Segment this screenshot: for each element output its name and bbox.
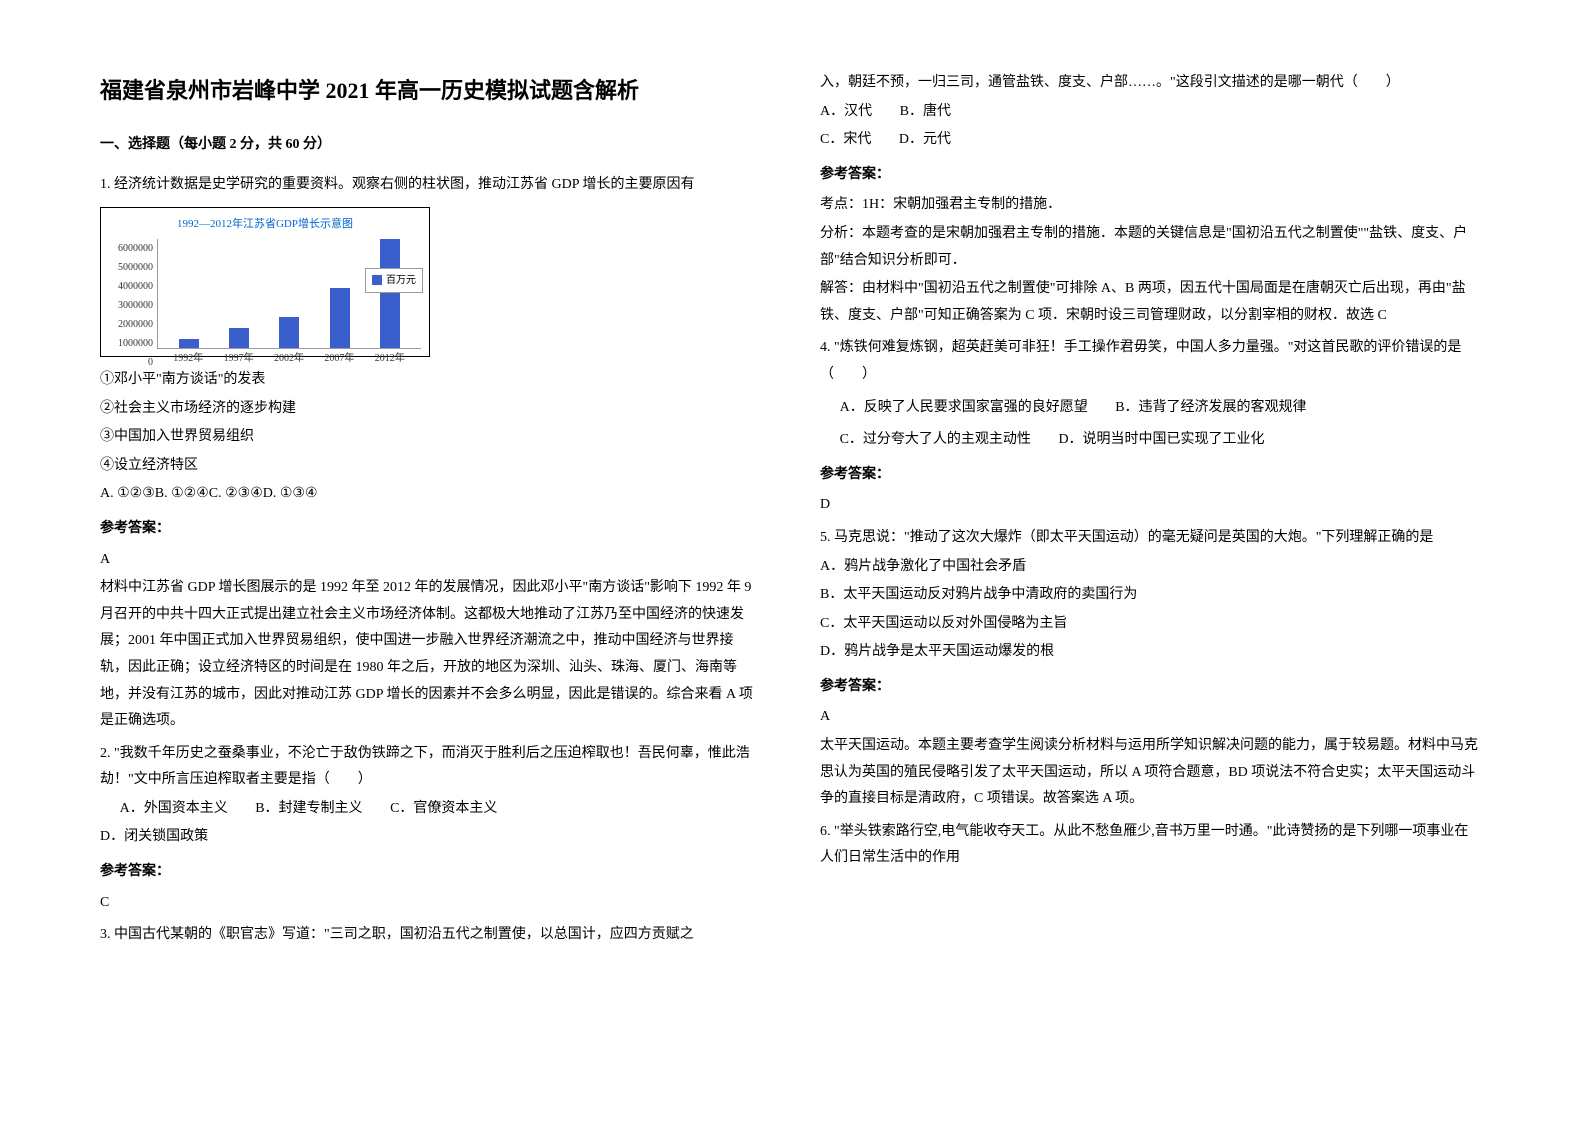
q3-d: D．元代 xyxy=(899,127,951,154)
ytick: 0 xyxy=(109,353,153,372)
question-3-part2: 入，朝廷不预，一归三司，通管盐铁、度支、户部……。"这段引文描述的是哪一朝代（ … xyxy=(820,70,1480,329)
answer-label: 参考答案： xyxy=(820,674,1480,701)
chart-bar xyxy=(279,317,299,348)
ytick: 5000000 xyxy=(109,258,153,277)
legend-label: 百万元 xyxy=(386,271,416,290)
chart-bar xyxy=(330,288,350,348)
q2-options-row1: A．外国资本主义 B．封建专制主义 C．官僚资本主义 xyxy=(100,796,760,823)
right-column: 入，朝廷不预，一归三司，通管盐铁、度支、户部……。"这段引文描述的是哪一朝代（ … xyxy=(820,70,1480,955)
q4-d: D．说明当时中国已实现了工业化 xyxy=(1058,427,1264,454)
chart-bar xyxy=(229,328,249,348)
q2-c: C．官僚资本主义 xyxy=(390,796,497,823)
chart-plot xyxy=(157,239,421,349)
q1-opt3: ③中国加入世界贸易组织 xyxy=(100,424,760,451)
xtick: 2002年 xyxy=(274,349,304,368)
q4-a: A．反映了人民要求国家富强的良好愿望 xyxy=(820,395,1088,422)
q4-row1: A．反映了人民要求国家富强的良好愿望 B．违背了经济发展的客观规律 xyxy=(820,395,1480,422)
xtick: 2012年 xyxy=(375,349,405,368)
xtick: 2007年 xyxy=(324,349,354,368)
q3-row1: A．汉代 B．唐代 xyxy=(820,99,1480,126)
section-heading: 一、选择题（每小题 2 分，共 60 分） xyxy=(100,132,760,159)
left-column: 福建省泉州市岩峰中学 2021 年高一历史模拟试题含解析 一、选择题（每小题 2… xyxy=(100,70,760,955)
q1-answer: A xyxy=(100,547,760,574)
q5-answer: A xyxy=(820,704,1480,731)
answer-label: 参考答案： xyxy=(100,859,760,886)
legend-swatch xyxy=(372,275,382,285)
answer-label: 参考答案： xyxy=(820,162,1480,189)
q4-stem: 4. "炼铁何难复炼钢，超英赶美可非狂！手工操作君毋笑，中国人多力量强。"对这首… xyxy=(820,335,1480,388)
q1-choices: A. ①②③B. ①②④C. ②③④D. ①③④ xyxy=(100,481,760,508)
chart-yaxis: 6000000 5000000 4000000 3000000 2000000 … xyxy=(109,239,157,349)
chart-xaxis: 1992年 1997年 2002年 2007年 2012年 xyxy=(157,349,421,368)
chart-bar xyxy=(380,239,400,348)
q6-stem: 6. "举头铁索路行空,电气能收夺天工。从此不愁鱼雁少,音书万里一时通。"此诗赞… xyxy=(820,819,1480,872)
q5-b: B．太平天国运动反对鸦片战争中清政府的卖国行为 xyxy=(820,582,1480,609)
q5-stem: 5. 马克思说："推动了这次大爆炸（即太平天国运动）的毫无疑问是英国的大炮。"下… xyxy=(820,525,1480,552)
q5-d: D．鸦片战争是太平天国运动爆发的根 xyxy=(820,639,1480,666)
chart-area: 6000000 5000000 4000000 3000000 2000000 … xyxy=(109,239,421,349)
q1-stem: 1. 经济统计数据是史学研究的重要资料。观察右侧的柱状图，推动江苏省 GDP 增… xyxy=(100,172,760,199)
question-6: 6. "举头铁索路行空,电气能收夺天工。从此不愁鱼雁少,音书万里一时通。"此诗赞… xyxy=(820,819,1480,872)
q3-c: C．宋代 xyxy=(820,127,871,154)
ytick: 2000000 xyxy=(109,315,153,334)
q2-stem: 2. "我数千年历史之蚕桑事业，不沦亡于敌伪铁蹄之下，而消灭于胜利后之压迫榨取也… xyxy=(100,741,760,794)
q3-row2: C．宋代 D．元代 xyxy=(820,127,1480,154)
xtick: 1992年 xyxy=(173,349,203,368)
q2-a: A．外国资本主义 xyxy=(100,796,228,823)
q4-row2: C．过分夸大了人的主观主动性 D．说明当时中国已实现了工业化 xyxy=(820,427,1480,454)
chart-legend: 百万元 xyxy=(365,268,423,293)
chart-title: 1992—2012年江苏省GDP增长示意图 xyxy=(109,214,421,235)
q4-answer: D xyxy=(820,492,1480,519)
q3-l3: 解答：由材料中"国初沿五代之制置使"可排除 A、B 两项，因五代十国局面是在唐朝… xyxy=(820,276,1480,329)
ytick: 3000000 xyxy=(109,296,153,315)
question-2: 2. "我数千年历史之蚕桑事业，不沦亡于敌伪铁蹄之下，而消灭于胜利后之压迫榨取也… xyxy=(100,741,760,917)
chart-bar xyxy=(179,339,199,348)
q4-b: B．违背了经济发展的客观规律 xyxy=(1115,395,1306,422)
question-3-part1: 3. 中国古代某朝的《职官志》写道："三司之职，国初沿五代之制置使，以总国计，应… xyxy=(100,922,760,949)
q1-explanation: 材料中江苏省 GDP 增长图展示的是 1992 年至 2012 年的发展情况，因… xyxy=(100,575,760,735)
ytick: 1000000 xyxy=(109,334,153,353)
question-1: 1. 经济统计数据是史学研究的重要资料。观察右侧的柱状图，推动江苏省 GDP 增… xyxy=(100,172,760,734)
gdp-chart: 1992—2012年江苏省GDP增长示意图 6000000 5000000 40… xyxy=(100,207,430,357)
q2-answer: C xyxy=(100,890,760,917)
q5-explanation: 太平天国运动。本题主要考查学生阅读分析材料与运用所学知识解决问题的能力，属于较易… xyxy=(820,733,1480,813)
q3-stem1: 3. 中国古代某朝的《职官志》写道："三司之职，国初沿五代之制置使，以总国计，应… xyxy=(100,922,760,949)
q1-opt2: ②社会主义市场经济的逐步构建 xyxy=(100,396,760,423)
q3-l2: 分析：本题考查的是宋朝加强君主专制的措施．本题的关键信息是"国初沿五代之制置使"… xyxy=(820,221,1480,274)
ytick: 4000000 xyxy=(109,277,153,296)
page-title: 福建省泉州市岩峰中学 2021 年高一历史模拟试题含解析 xyxy=(100,70,760,112)
q3-b: B．唐代 xyxy=(900,99,951,126)
question-5: 5. 马克思说："推动了这次大爆炸（即太平天国运动）的毫无疑问是英国的大炮。"下… xyxy=(820,525,1480,813)
q3-l1: 考点：1H：宋朝加强君主专制的措施． xyxy=(820,192,1480,219)
answer-label: 参考答案： xyxy=(820,462,1480,489)
q1-opt1: ①邓小平"南方谈话"的发表 xyxy=(100,367,760,394)
q5-c: C．太平天国运动以反对外国侵略为主旨 xyxy=(820,611,1480,638)
q4-c: C．过分夸大了人的主观主动性 xyxy=(820,427,1031,454)
q1-opt4: ④设立经济特区 xyxy=(100,453,760,480)
q5-a: A．鸦片战争激化了中国社会矛盾 xyxy=(820,554,1480,581)
xtick: 1997年 xyxy=(224,349,254,368)
q3-a: A．汉代 xyxy=(820,99,872,126)
q2-d: D．闭关锁国政策 xyxy=(100,829,208,844)
question-4: 4. "炼铁何难复炼钢，超英赶美可非狂！手工操作君毋笑，中国人多力量强。"对这首… xyxy=(820,335,1480,519)
answer-label: 参考答案： xyxy=(100,516,760,543)
ytick: 6000000 xyxy=(109,239,153,258)
q2-options-row2: D．闭关锁国政策 xyxy=(100,824,760,851)
q2-b: B．封建专制主义 xyxy=(255,796,362,823)
q3-stem2: 入，朝廷不预，一归三司，通管盐铁、度支、户部……。"这段引文描述的是哪一朝代（ … xyxy=(820,70,1480,97)
